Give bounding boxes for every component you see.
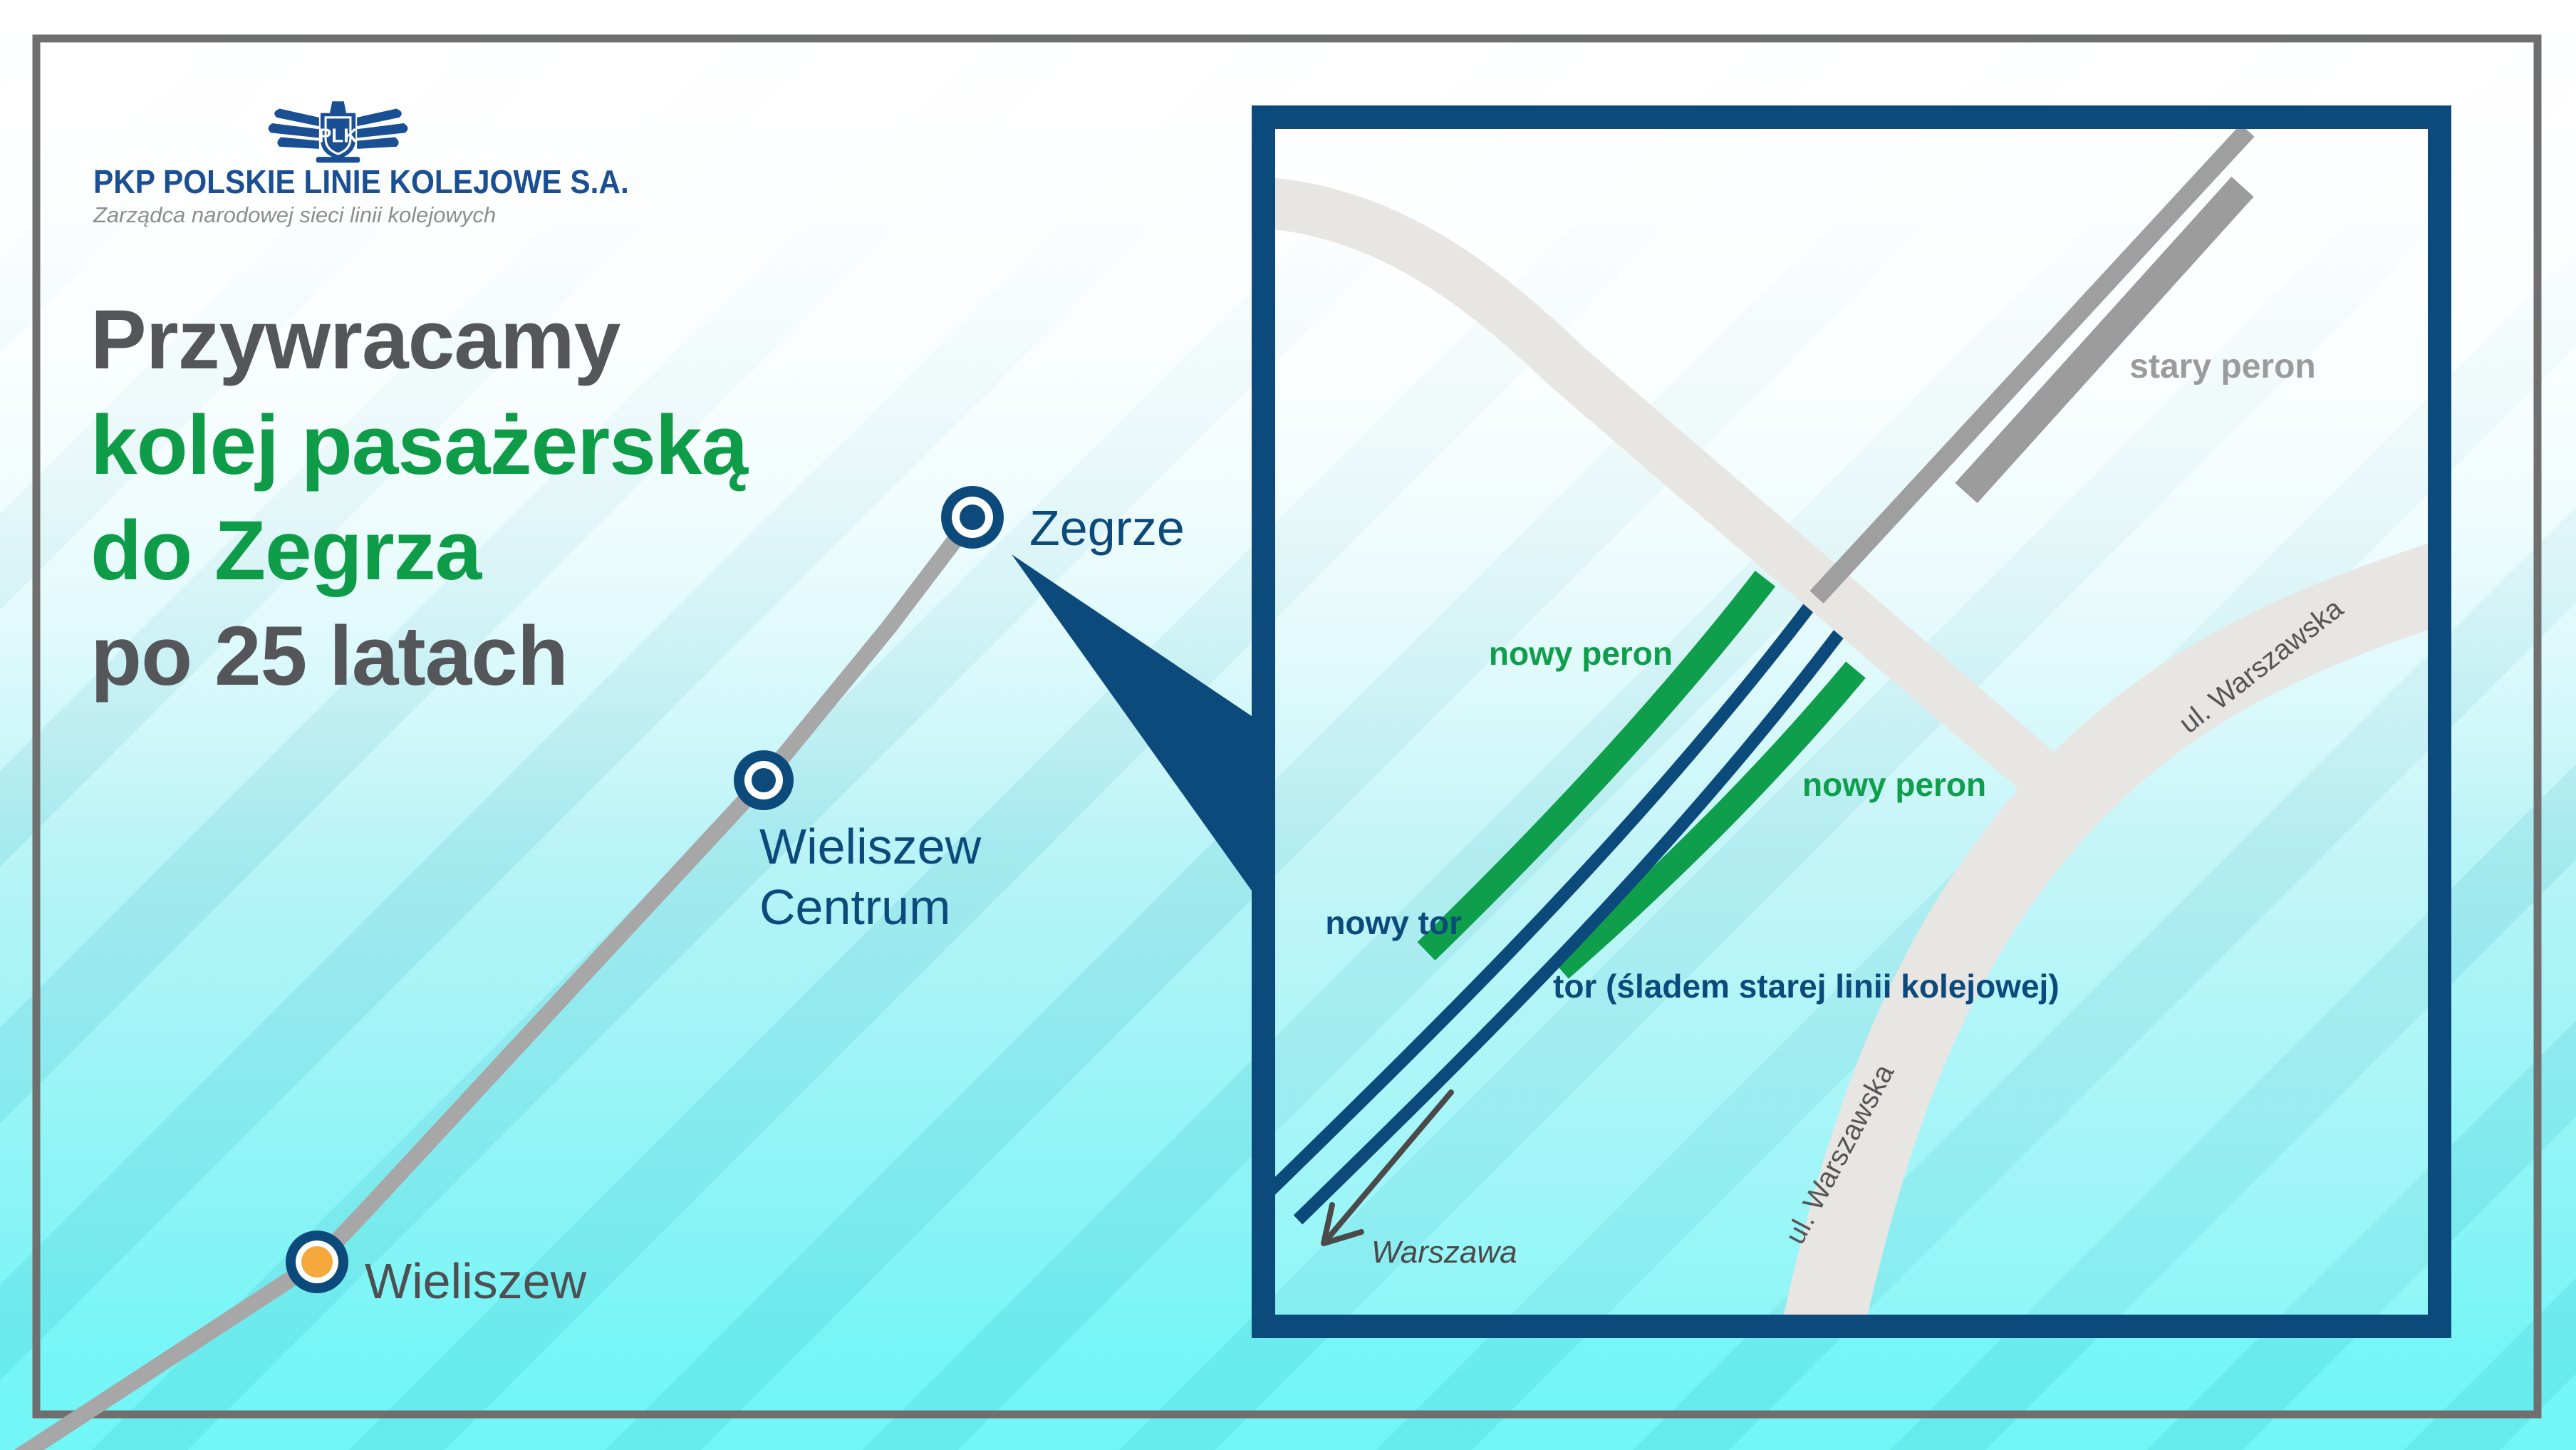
title-line-1: Przywracamy [90,293,620,387]
label-warszawa-direction: Warszawa [1371,1235,1517,1270]
plk-logo-icon: PLK [268,101,408,163]
station-label-wieliszew: Wieliszew [365,1253,587,1309]
title-line-3: do Zegrza [90,504,482,598]
title-line-2: kolej pasażerską [90,398,748,492]
station-marker-zegrze [941,486,1004,549]
station-marker-wieliszew [286,1231,348,1293]
station-label-wieliszew-centrum-line2: Centrum [759,879,950,935]
plk-logo-text: PLK [318,125,358,147]
station-label-wieliszew-centrum-line1: Wieliszew [759,819,982,874]
new-track-2 [1293,621,1851,1225]
label-stary-peron: stary peron [2129,348,2315,385]
new-track-1 [1275,593,1822,1195]
company-name: PKP POLSKIE LINIE KOLEJOWE S.A. [93,163,629,200]
station-label-zegrze: Zegrze [1029,500,1185,556]
station-marker-wieliszew-centrum [734,750,794,810]
inset-border [1252,105,2451,1338]
label-nowy-peron-left: nowy peron [1489,635,1673,672]
inset-content [1275,129,2429,1315]
warszawa-direction-arrow-icon [1321,1089,1454,1246]
inset-callout-wedge [1012,554,1252,891]
company-tagline: Zarządca narodowej sieci linii kolejowyc… [93,202,497,227]
outer-frame [32,34,2542,1419]
label-nowy-tor: nowy tor [1325,904,1462,941]
title-line-4: po 25 latach [90,609,568,703]
label-tor-sladem: tor (śladem starej linii kolejowej) [1553,968,2060,1005]
minor-road [1275,177,2069,804]
old-railway-line [1809,129,2255,604]
new-platform-right [1552,661,1866,979]
warszawska-street [1783,543,2429,1315]
page-title: Przywracamy kolej pasażerską do Zegrza p… [90,287,748,709]
new-platform-left [1417,570,1776,960]
old-platform [1955,176,2254,504]
label-nowy-peron-right: nowy peron [1802,766,1986,803]
railway-line-main [14,509,981,1450]
